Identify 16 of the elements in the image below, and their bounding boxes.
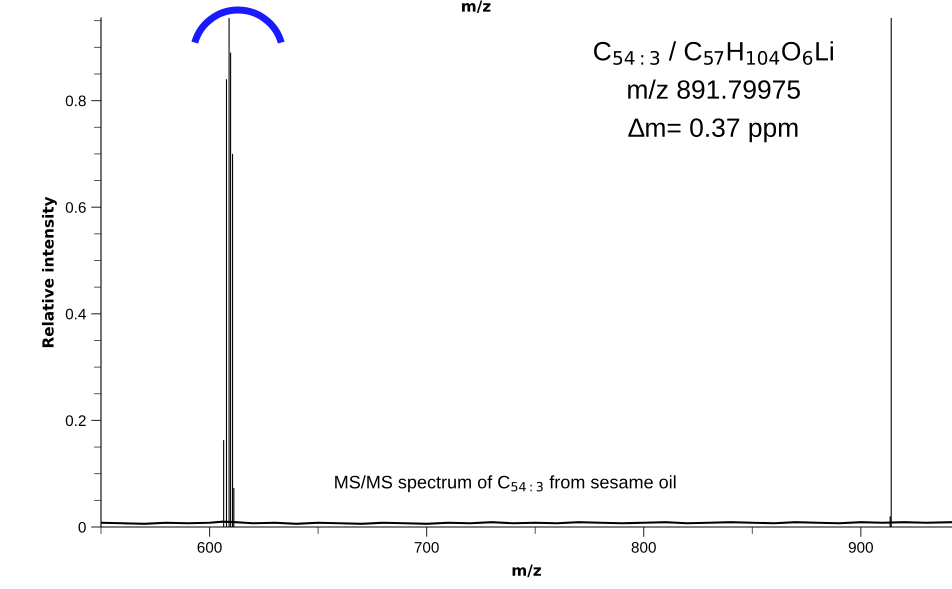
y-tick-label: 0.4 (66, 308, 86, 320)
y-tick-label: 0.8 (66, 95, 86, 106)
text: C$_{54:3}$ / C$_{57}$H$_{104}$O$_{6}$Li (594, 41, 833, 65)
y-tick-label: 0.2 (66, 415, 86, 426)
x-tick-label: 800 (632, 542, 656, 553)
x-tick-label: 900 (848, 542, 873, 553)
x-tick-label: 700 (414, 542, 439, 553)
text: m/z (462, 0, 490, 14)
x-axis-title: m/z (512, 564, 541, 578)
annotation: ∆m= 0.37 ppm (628, 118, 798, 142)
y-tick-label: 0 (78, 522, 86, 533)
annotation: MS/MS spectrum of C$_{54:3}$ from sesame oil (335, 475, 676, 492)
annotation: m/z 891.79975 (628, 80, 800, 99)
y-tick-label: 0.6 (66, 202, 86, 213)
y-axis-title: Relative intensity (42, 196, 57, 348)
x-tick-label: 600 (198, 542, 222, 553)
